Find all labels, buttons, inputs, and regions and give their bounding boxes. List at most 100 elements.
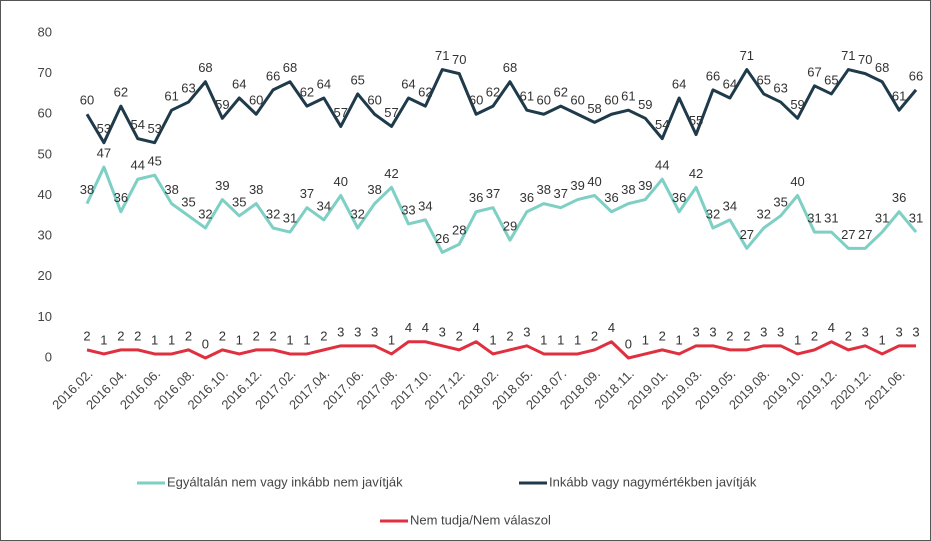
data-label: 63: [181, 81, 195, 96]
data-label: 61: [621, 89, 635, 104]
data-label: 1: [151, 332, 158, 347]
data-label: 1: [489, 332, 496, 347]
data-label: 53: [147, 121, 161, 136]
data-label: 3: [337, 324, 344, 339]
data-label: 0: [625, 336, 632, 351]
data-label: 31: [875, 211, 889, 226]
data-label: 3: [912, 324, 919, 339]
data-label: 62: [114, 85, 128, 100]
data-label: 42: [384, 166, 398, 181]
data-label: 65: [757, 72, 771, 87]
data-label: 3: [523, 324, 530, 339]
data-label: 1: [286, 332, 293, 347]
data-label: 2: [320, 328, 327, 343]
data-label: 0: [202, 336, 209, 351]
data-label: 62: [418, 85, 432, 100]
data-label: 40: [790, 174, 804, 189]
data-label: 68: [283, 60, 297, 75]
data-label: 1: [388, 332, 395, 347]
data-label: 42: [689, 166, 703, 181]
data-label: 3: [862, 324, 869, 339]
data-label: 2: [743, 328, 750, 343]
data-label: 33: [401, 202, 415, 217]
data-label: 2: [83, 328, 90, 343]
legend-label: Egyáltalán nem vagy inkább nem javítják: [167, 474, 403, 489]
data-label: 4: [828, 320, 835, 335]
data-label: 1: [303, 332, 310, 347]
data-label: 38: [80, 182, 94, 197]
data-label: 2: [117, 328, 124, 343]
data-label: 38: [621, 182, 635, 197]
data-label: 36: [114, 190, 128, 205]
data-label: 27: [740, 227, 754, 242]
data-label: 64: [401, 76, 415, 91]
data-label: 32: [706, 206, 720, 221]
data-label: 4: [473, 320, 480, 335]
data-label: 59: [790, 97, 804, 112]
data-label: 3: [895, 324, 902, 339]
data-label: 36: [892, 190, 906, 205]
data-label: 60: [367, 93, 381, 108]
data-label: 61: [892, 89, 906, 104]
data-label: 31: [824, 211, 838, 226]
legend-label: Nem tudja/Nem válaszol: [410, 512, 551, 527]
data-label: 59: [638, 97, 652, 112]
data-label: 54: [655, 117, 669, 132]
data-label: 1: [236, 332, 243, 347]
data-label: 66: [266, 68, 280, 83]
data-label: 39: [215, 178, 229, 193]
data-label: 40: [587, 174, 601, 189]
y-tick-label: 40: [38, 187, 52, 202]
data-label: 2: [506, 328, 513, 343]
data-label: 53: [97, 121, 111, 136]
y-tick-label: 0: [45, 349, 52, 364]
data-label: 38: [367, 182, 381, 197]
data-label: 60: [469, 93, 483, 108]
y-tick-label: 30: [38, 228, 52, 243]
data-label: 68: [875, 60, 889, 75]
data-label: 62: [486, 85, 500, 100]
data-label: 31: [909, 211, 923, 226]
data-label: 1: [100, 332, 107, 347]
data-label: 47: [97, 146, 111, 161]
y-tick-label: 20: [38, 268, 52, 283]
data-label: 1: [168, 332, 175, 347]
data-label: 71: [740, 48, 754, 63]
data-label: 55: [689, 113, 703, 128]
data-label: 62: [553, 85, 567, 100]
data-label: 2: [456, 328, 463, 343]
data-label: 3: [371, 324, 378, 339]
data-label: 61: [520, 89, 534, 104]
data-label: 36: [520, 190, 534, 205]
data-label: 3: [709, 324, 716, 339]
data-label: 38: [537, 182, 551, 197]
data-label: 65: [824, 72, 838, 87]
data-label: 59: [215, 97, 229, 112]
data-label: 37: [300, 186, 314, 201]
data-label: 1: [794, 332, 801, 347]
data-label: 3: [760, 324, 767, 339]
series-line: [85, 68, 918, 145]
data-label: 1: [574, 332, 581, 347]
data-label: 31: [283, 211, 297, 226]
data-label: 64: [672, 76, 686, 91]
data-label: 65: [350, 72, 364, 87]
data-label: 63: [773, 81, 787, 96]
data-label: 66: [706, 68, 720, 83]
data-label: 38: [249, 182, 263, 197]
data-label: 1: [540, 332, 547, 347]
data-label: 36: [469, 190, 483, 205]
data-label: 1: [676, 332, 683, 347]
data-label: 4: [405, 320, 412, 335]
data-label: 4: [422, 320, 429, 335]
data-label: 37: [553, 186, 567, 201]
data-label: 44: [655, 158, 669, 173]
data-label: 62: [300, 85, 314, 100]
data-label: 45: [147, 154, 161, 169]
data-label: 1: [879, 332, 886, 347]
data-label: 2: [659, 328, 666, 343]
data-label: 27: [858, 227, 872, 242]
data-label: 27: [841, 227, 855, 242]
